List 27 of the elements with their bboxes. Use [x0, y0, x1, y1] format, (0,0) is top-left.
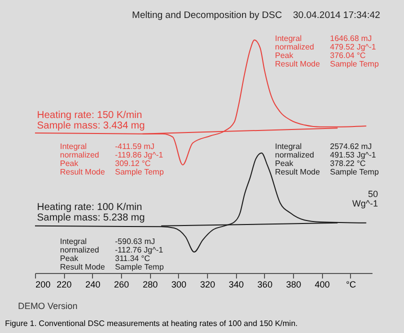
x-tick-label: 200 — [36, 280, 51, 290]
x-tick-label: 240 — [85, 280, 100, 290]
x-tick-label: °C — [346, 280, 357, 290]
x-tick-label: 320 — [200, 280, 216, 290]
caption: Figure 1. Conventional DSC measurements at heating rates of 100 and 150 K/min. — [5, 319, 298, 328]
annotation: Integral normalized Peak Result Mode — [275, 142, 320, 176]
annotation: Integral normalized Peak Result Mode — [60, 142, 106, 176]
x-tick-label: 380 — [286, 280, 302, 290]
x-tick-label: 220 — [56, 280, 72, 290]
chart-title: Melting and Decomposition by DSC — [132, 10, 282, 21]
annotation: Integral normalized Peak Result Mode — [275, 34, 320, 68]
annotation: -411.59 mJ -119.86 Jg^-1 309.12 °C Sample Temp — [115, 142, 164, 176]
annotation: Heating rate: 150 K/min Sample mass: 3.434 mg — [37, 110, 145, 132]
annotation: Heating rate: 100 K/min Sample mass: 5.238 mg — [37, 202, 145, 224]
x-tick-label: 400 — [314, 280, 330, 290]
x-tick-label: 260 — [114, 280, 130, 290]
annotation: 50 Wg^-1 — [352, 189, 378, 208]
x-tick-label: 300 — [171, 280, 186, 290]
annotation: 2574.62 mJ 491.53 Jg^-1 378.22 °C Sample Temp — [330, 142, 380, 176]
annotation: 1646.68 mJ 479.52 Jg^-1 376.04 °C Sample Temp — [330, 34, 380, 68]
text: DEMO Version — [18, 301, 78, 311]
x-tick-label: 360 — [257, 280, 272, 290]
chart-subtitle: 30.04.2014 17:34:42 — [293, 10, 380, 21]
x-tick-label: 340 — [228, 280, 244, 290]
annotation: Integral normalized Peak Result Mode — [60, 237, 106, 272]
annotation: -590.63 mJ -112.76 Jg^-1 311.34 °C Sample Temp — [115, 237, 164, 272]
x-tick-label: 280 — [142, 280, 158, 290]
